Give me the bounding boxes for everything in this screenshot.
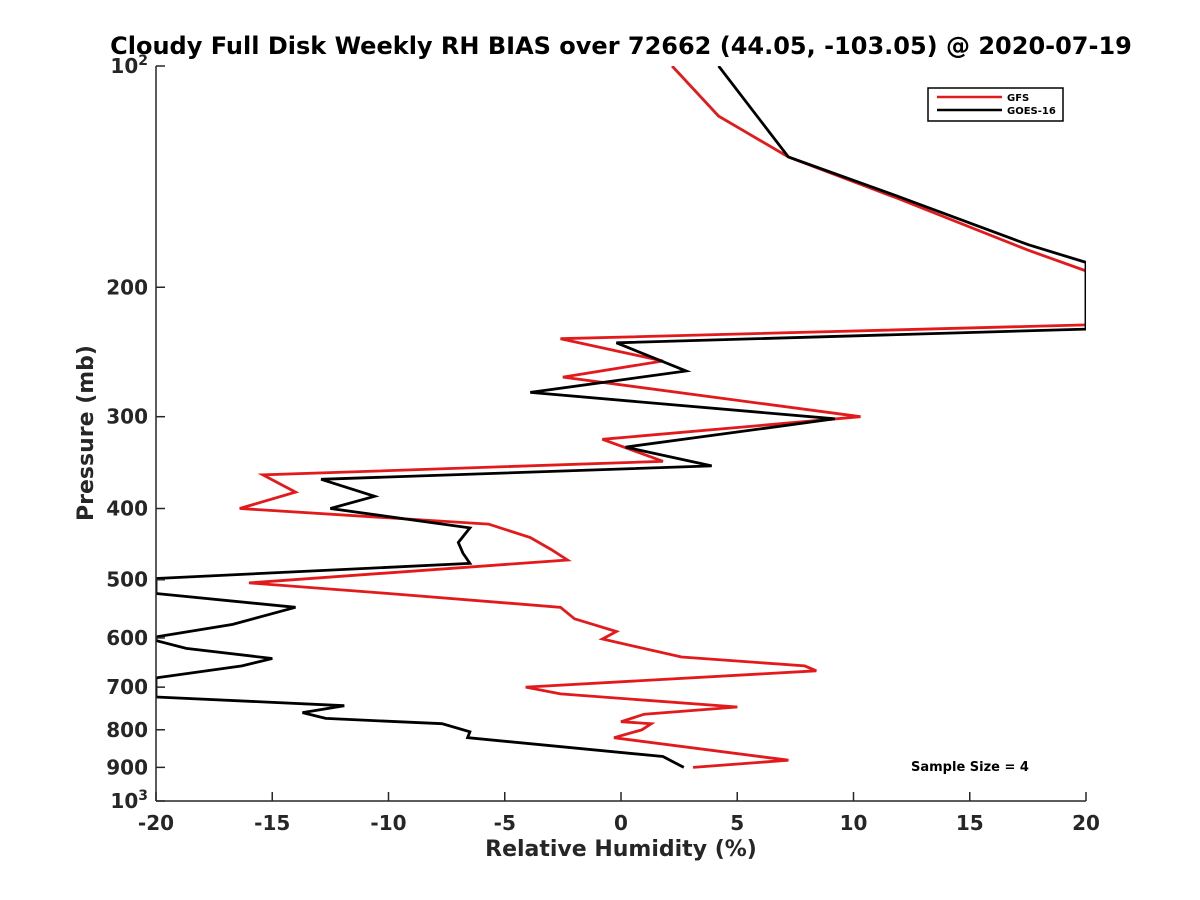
y-tick-label: 400 — [106, 497, 148, 521]
x-axis-label: Relative Humidity (%) — [485, 837, 757, 862]
legend-label-gfs: GFS — [1007, 93, 1029, 104]
y-axis-label: Pressure (mb) — [74, 345, 99, 521]
legend-box — [927, 87, 1064, 122]
y-tick-label: 200 — [106, 275, 148, 299]
x-tick-label: 5 — [730, 811, 744, 835]
series-layer — [156, 66, 1086, 769]
x-tick-label: 15 — [956, 811, 984, 835]
y-tick-label: 103 — [110, 788, 148, 813]
y-tick-label: 600 — [106, 626, 148, 650]
x-tick-label: 20 — [1072, 811, 1100, 835]
y-tick-layer: 102 200 300 400 500 600 700 800 900 103 — [106, 53, 165, 813]
x-tick-label: 10 — [840, 811, 868, 835]
x-tick-label: -10 — [370, 811, 406, 835]
y-tick-label: 700 — [106, 675, 148, 699]
sample-size-annotation: Sample Size = 4 — [911, 760, 1029, 775]
y-tick-label: 300 — [106, 405, 148, 429]
y-tick-label: 900 — [106, 755, 148, 779]
series-line-gfs — [239, 66, 1086, 769]
y-tick-label: 102 — [110, 53, 148, 78]
x-tick-layer: -20 -15 -10 -5 0 5 10 15 20 — [138, 792, 1100, 835]
legend-label-goes16: GOES-16 — [1007, 106, 1056, 117]
x-tick-label: -5 — [494, 811, 516, 835]
chart-title: Cloudy Full Disk Weekly RH BIAS over 726… — [110, 32, 1132, 60]
legend: GFS GOES-16 — [927, 87, 1064, 122]
y-tick-label: 800 — [106, 718, 148, 742]
x-tick-label: -15 — [254, 811, 290, 835]
y-tick-label: 500 — [106, 568, 148, 592]
series-line-goes16 — [156, 66, 1086, 769]
x-tick-label: 0 — [614, 811, 628, 835]
x-tick-label: -20 — [138, 811, 174, 835]
